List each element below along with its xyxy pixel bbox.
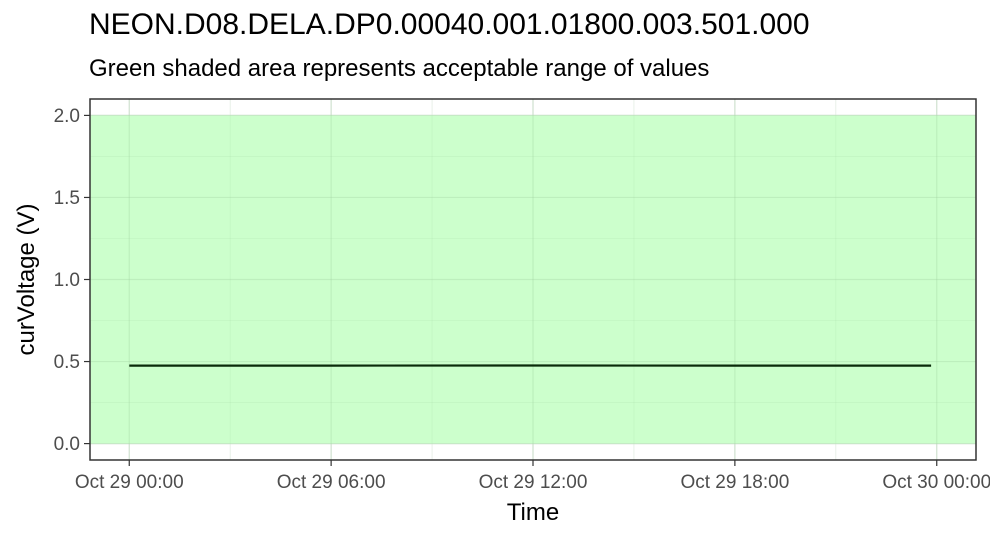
y-axis-title: curVoltage (V): [13, 203, 40, 355]
y-tick-label-0: 0.0: [54, 434, 80, 455]
x-axis-title: Time: [507, 499, 559, 526]
y-tick-label-2: 1.0: [54, 270, 80, 291]
x-tick-label-2: Oct 29 12:00: [479, 472, 588, 493]
y-tick-label-4: 2.0: [54, 106, 80, 127]
x-tick-label-0: Oct 29 00:00: [75, 472, 184, 493]
y-tick-label-1: 0.5: [54, 352, 80, 373]
y-axis: 0.0 0.5 1.0 1.5 2.0: [54, 106, 90, 455]
chart-subtitle: Green shaded area represents acceptable …: [89, 55, 710, 82]
y-tick-label-3: 1.5: [54, 188, 80, 209]
x-tick-label-4: Oct 30 00:00: [882, 472, 990, 493]
x-axis: Oct 29 00:00 Oct 29 06:00 Oct 29 12:00 Oct …: [75, 460, 990, 493]
x-tick-label-3: Oct 29 18:00: [680, 472, 789, 493]
x-tick-label-1: Oct 29 06:00: [277, 472, 386, 493]
grid-overlay: [90, 99, 976, 460]
acceptable-range-band: [90, 115, 976, 444]
chart-title: NEON.D08.DELA.DP0.00040.001.01800.003.50…: [89, 8, 810, 41]
